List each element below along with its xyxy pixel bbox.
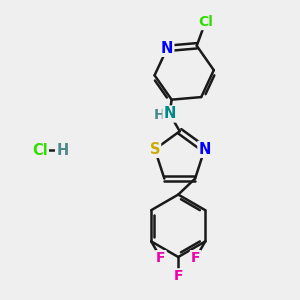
Text: S: S <box>150 142 160 157</box>
Text: H: H <box>154 109 165 122</box>
Text: Cl: Cl <box>198 15 213 29</box>
Text: N: N <box>198 142 211 157</box>
Text: F: F <box>173 269 183 283</box>
Text: H: H <box>56 142 68 158</box>
Text: N: N <box>164 106 176 122</box>
Text: Cl: Cl <box>32 142 48 158</box>
Text: F: F <box>156 251 166 265</box>
Text: F: F <box>191 251 200 265</box>
Text: N: N <box>161 41 173 56</box>
